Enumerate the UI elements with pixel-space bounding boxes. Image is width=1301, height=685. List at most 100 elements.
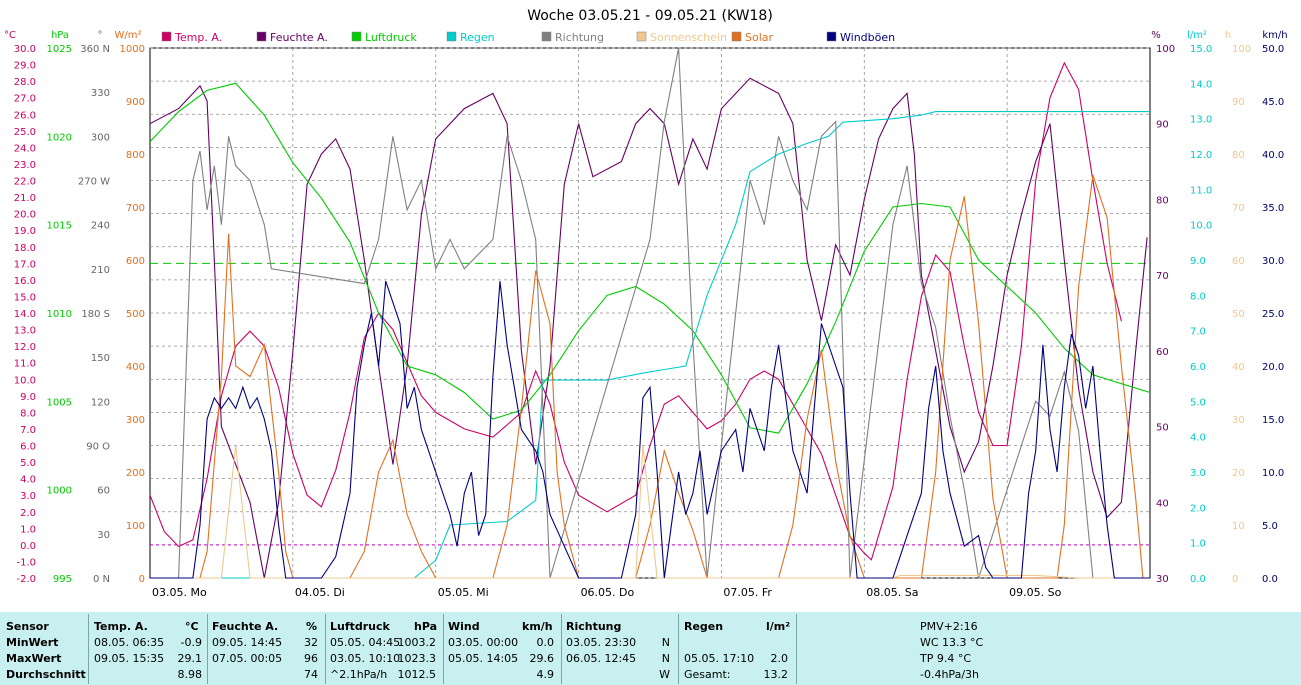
legend-label: Sonnenschein xyxy=(650,31,727,44)
temp-max-value: 29.1 xyxy=(177,652,203,665)
rain-axis-tick-label: 7.0 xyxy=(1190,327,1206,338)
humidity-unit: % xyxy=(306,620,318,633)
temp-axis-tick-label: 7.0 xyxy=(20,425,36,436)
legend-label: Luftdruck xyxy=(365,31,417,44)
humidity-axis-tick-label: 30 xyxy=(1156,574,1169,585)
series-temp xyxy=(149,61,1122,561)
series-wind xyxy=(150,281,1150,579)
temp-axis-tick-label: 16.0 xyxy=(14,276,36,287)
solar-axis-tick-label: 500 xyxy=(126,309,145,320)
legend-label: Richtung xyxy=(555,31,604,44)
weather-week-chart: 30.0 29.0 28.0 27.0 26.0 25.0 24.0 23.0 22.0 21.0… xyxy=(4,8,1288,599)
legend-label: Temp. A. xyxy=(174,31,222,44)
wind-min-value: 0.0 xyxy=(536,636,555,649)
series-layer xyxy=(149,47,1151,579)
wind-axis-tick-label: 10.0 xyxy=(1262,468,1284,479)
direction-axis-tick-label: 210 xyxy=(91,265,110,276)
temp-axis-tick-label: 4.0 xyxy=(20,475,36,486)
x-tick-label: 05.05. Mi xyxy=(438,586,489,599)
temp-axis-tick-label: 10.0 xyxy=(14,375,36,386)
temp-axis-tick-label: 20.0 xyxy=(14,210,36,221)
wind-min-time: 03.05. 00:00 xyxy=(448,636,519,649)
temp-axis-tick-label: 15.0 xyxy=(14,292,36,303)
temp-axis-tick-label: -1.0 xyxy=(16,557,36,568)
humidity-max-value: 96 xyxy=(304,652,318,665)
series-sunshine xyxy=(150,445,1150,579)
temp-header: Temp. A. xyxy=(94,620,148,633)
humidity-axis-unit-label: % xyxy=(1151,30,1161,41)
wind-unit: km/h xyxy=(522,620,553,633)
solar-axis-tick-label: 600 xyxy=(126,256,145,267)
direction-min-time: 03.05. 23:30 xyxy=(566,636,637,649)
rain-axis-tick-label: 5.0 xyxy=(1190,397,1206,408)
rain-axis-tick-label: 11.0 xyxy=(1190,185,1212,196)
solar-axis-tick-label: 100 xyxy=(126,521,145,532)
direction-max-value: N xyxy=(661,652,670,665)
rain-axis-tick-label: 10.0 xyxy=(1190,221,1212,232)
sunshine-axis-tick-label: 80 xyxy=(1232,150,1245,161)
temp-axis-tick-label: 23.0 xyxy=(14,160,36,171)
temp-axis-tick-label: 29.0 xyxy=(14,61,36,72)
x-tick-label: 09.05. So xyxy=(1009,586,1061,599)
x-tick-label: 07.05. Fr xyxy=(723,586,772,599)
sunshine-axis-tick-label: 70 xyxy=(1232,203,1245,214)
temp-axis-tick-label: 0.0 xyxy=(20,541,36,552)
wind-max-value: 29.6 xyxy=(529,652,555,665)
pressure-avg-value: 1012.5 xyxy=(397,668,437,681)
rain-axis-tick-label: 13.0 xyxy=(1190,115,1212,126)
sunshine-axis-tick-label: 0 xyxy=(1232,574,1238,585)
rain-axis-tick-label: 9.0 xyxy=(1190,256,1206,267)
temp-min-time: 08.05. 06:35 xyxy=(94,636,165,649)
pressure-unit: hPa xyxy=(414,620,438,633)
humidity-max-time: 07.05. 00:05 xyxy=(212,652,283,665)
pressure-axis-tick-label: 1010 xyxy=(47,309,72,320)
temp-axis-tick-label: 3.0 xyxy=(20,491,36,502)
direction-avg-value: W xyxy=(659,668,670,681)
legend-swatch xyxy=(351,31,362,42)
wind-axis-tick-label: 50.0 xyxy=(1262,44,1284,55)
series-direction xyxy=(178,47,1094,579)
temp-unit: °C xyxy=(185,620,199,633)
legend-swatch xyxy=(731,31,742,42)
sunshine-axis-tick-label: 50 xyxy=(1232,309,1245,320)
series-humidity xyxy=(149,77,1148,579)
solar-axis-tick-label: 300 xyxy=(126,415,145,426)
direction-axis-tick-label: 0 N xyxy=(93,574,110,585)
legend-label: Windböen xyxy=(840,31,895,44)
wind-axis-tick-label: 0.0 xyxy=(1262,574,1278,585)
humidity-axis-tick-label: 90 xyxy=(1156,120,1169,131)
solar-axis-tick-label: 700 xyxy=(126,203,145,214)
rain-axis-tick-label: 6.0 xyxy=(1190,362,1206,373)
pressure-min-value: 1003.2 xyxy=(397,636,437,649)
rain-axis-tick-label: 1.0 xyxy=(1190,539,1206,550)
pressure-axis-unit-label: hPa xyxy=(51,30,69,41)
row-avg-label: Durchschnitt xyxy=(6,668,86,681)
direction-axis-tick-label: 240 xyxy=(91,221,110,232)
solar-axis-tick-label: 1000 xyxy=(120,44,145,55)
rain-axis-tick-label: 12.0 xyxy=(1190,150,1212,161)
rain-axis-unit-label: l/m² xyxy=(1187,30,1207,41)
temp-axis-tick-label: 12.0 xyxy=(14,342,36,353)
pressure-axis-tick-label: 1000 xyxy=(47,486,72,497)
wind-axis-tick-label: 30.0 xyxy=(1262,256,1284,267)
wind-axis-tick-label: 45.0 xyxy=(1262,97,1284,108)
direction-axis-tick-label: 30 xyxy=(97,530,110,541)
pressure-header: Luftdruck xyxy=(330,620,390,633)
row-min-label: MinWert xyxy=(6,636,59,649)
legend: Temp. A. Feuchte A. Luftdruck Regen Richtung… xyxy=(161,31,895,44)
legend-swatch xyxy=(826,31,837,42)
temp-axis-tick-label: 25.0 xyxy=(14,127,36,138)
temp-axis-tick-label: 27.0 xyxy=(14,94,36,105)
temp-axis-tick-label: 5.0 xyxy=(20,458,36,469)
temp-axis-tick-label: 9.0 xyxy=(20,392,36,403)
statistics-panel: Sensor MinWert MaxWert Durchschnitt Temp… xyxy=(0,612,1301,685)
temp-axis-tick-label: 21.0 xyxy=(14,193,36,204)
wind-axis-unit-label: km/h xyxy=(1262,30,1287,41)
rain-unit: l/m² xyxy=(766,620,791,633)
temp-avg-value: 8.98 xyxy=(177,668,203,681)
legend-swatch xyxy=(256,31,267,42)
humidity-header: Feuchte A. xyxy=(212,620,279,633)
rain-max-time: 05.05. 17:10 xyxy=(684,652,755,665)
direction-axis-tick-label: 270 W xyxy=(78,177,110,188)
temp-axis-tick-label: 22.0 xyxy=(14,177,36,188)
